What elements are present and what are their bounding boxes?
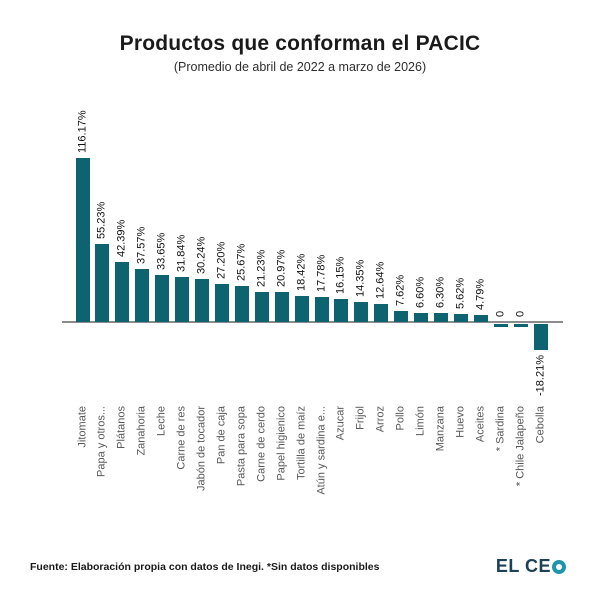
bar [434,313,449,322]
bar [95,244,110,322]
logo-o-icon [552,559,566,574]
bar-value-label: 0 [494,310,507,317]
bar [334,299,349,322]
bar [453,314,468,322]
category-label: * Sardina [494,406,507,452]
category-label: * Chile Jalapeño [514,406,527,487]
category-label: Carne de cerdo [255,406,268,482]
bar [234,285,249,322]
category-label: Cebolla [534,406,547,444]
category-label: Papa y otros... [95,406,108,477]
category-label: Pan de caja [215,406,228,465]
bar [394,311,409,322]
bar-value-label: 31.84% [175,234,188,273]
logo-text: EL CE [495,556,551,576]
bar [374,304,389,322]
bar-value-label: 5.62% [454,277,467,310]
bar-value-label: 6.60% [414,276,427,308]
bar [155,274,170,322]
category-label: Pollo [394,406,407,431]
category-label: Frijol [354,406,367,430]
category-label: Pasta para sopa [235,406,248,487]
category-label: Arroz [374,406,387,433]
bar-value-label: 16.15% [334,256,347,295]
source-note: Fuente: Elaboración propia con datos de … [30,561,380,573]
category-label: Jitomate [76,406,88,448]
category-label: Zanahoria [135,406,148,456]
bar-value-label: 37.57% [135,226,148,265]
bar-value-label: 30.24% [195,237,208,275]
bar-value-label: 25.67% [235,243,248,281]
category-label: Manzana [434,406,447,452]
bar-value-label: 33.65% [155,232,168,270]
chart-title: Productos que conforman el PACIC [119,32,481,55]
bar-value-label: 21.23% [255,249,268,288]
bar-value-label: 27.20% [215,241,228,279]
bar [175,277,190,322]
chart-subtitle: (Promedio de abril de 2022 a marzo de 20… [173,60,427,74]
bar-value-label: -18.21% [534,354,547,396]
bar [195,279,210,322]
category-label: Carne de res [175,406,188,470]
bar [354,301,369,322]
category-label: Leche [155,406,168,436]
bar [533,324,548,350]
bar-value-label: 20.97% [275,250,288,288]
bar-value-label: 14.35% [354,259,367,297]
bar [513,324,528,327]
bar-value-label: 116.17% [76,110,88,154]
category-label: Plátanos [115,406,128,449]
category-label: Tortilla de maíz [295,406,308,480]
bar [473,315,488,322]
bar [135,269,150,322]
category-label: Atún y sardina e... [315,406,328,495]
bar [314,296,329,322]
bar-value-label: 7.62% [394,275,407,307]
bar [493,324,508,327]
bar-value-label: 0 [514,310,527,317]
bar-value-label: 42.39% [115,219,128,258]
bar-value-label: 55.23% [95,201,108,240]
elceo-logo: EL CE [496,556,566,577]
bar-value-label: 18.42% [295,253,308,292]
category-label: Papel higienico [275,406,288,481]
bar-value-label: 6.30% [434,276,447,309]
bar [115,262,130,322]
bar [75,158,90,322]
bar-value-label: 4.79% [474,279,487,311]
bar [214,283,229,322]
bar [274,292,289,322]
bar-value-label: 17.78% [315,254,328,292]
category-label: Jabón de tocador [195,406,208,492]
bar-value-label: 12.64% [374,261,387,300]
bar [414,312,429,322]
category-label: Limón [414,406,427,436]
category-label: Azucar [334,406,347,441]
bar [254,292,269,322]
x-axis-line [62,321,563,323]
category-label: Huevo [454,406,467,438]
bar [294,296,309,322]
category-label: Aceites [474,406,487,443]
